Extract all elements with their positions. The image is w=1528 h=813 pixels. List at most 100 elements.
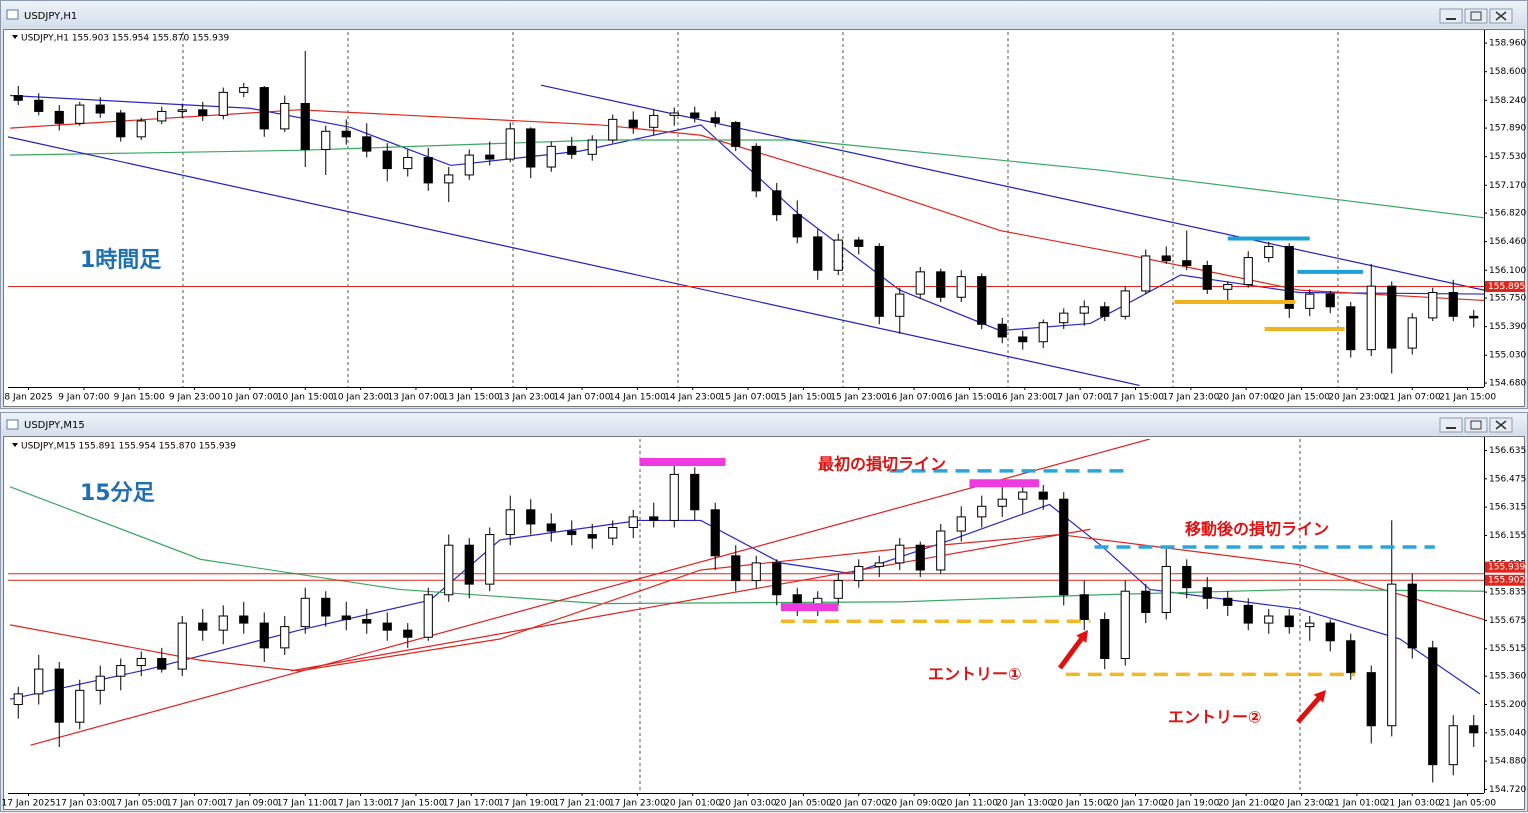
candle-body — [300, 102, 310, 151]
moving-average — [9, 533, 1484, 672]
candle-body — [833, 580, 843, 599]
candle-body — [382, 150, 392, 170]
title-bar — [1, 1, 1527, 28]
y-tick-label: 156.475 — [1489, 474, 1526, 484]
candle-body — [628, 516, 638, 529]
x-tick-label: 20 Jan 01:00 — [664, 799, 721, 809]
candle-body — [526, 509, 536, 525]
candle-body — [198, 109, 208, 116]
candle-body — [1141, 255, 1151, 292]
x-tick-label: 20 Jan 21:00 — [1218, 799, 1275, 809]
x-tick-label: 20 Jan 23:00 — [1328, 393, 1385, 403]
y-tick-label: 158.240 — [1489, 96, 1526, 106]
x-tick-label: 16 Jan 07:00 — [886, 393, 943, 403]
candle-body — [239, 615, 249, 624]
maximize-button[interactable] — [1464, 8, 1488, 24]
candle-body — [1141, 590, 1151, 613]
minimize-button[interactable] — [1439, 8, 1463, 24]
candle-body — [1182, 260, 1192, 266]
x-tick-label: 20 Jan 11:00 — [941, 799, 998, 809]
x-tick-label: 17 Jan 19:00 — [498, 799, 555, 809]
arrow-head — [1076, 630, 1088, 643]
y-tick-label: 156.155 — [1489, 531, 1526, 541]
candle-body — [1079, 306, 1089, 314]
x-tick-label: 10 Jan 15:00 — [277, 393, 334, 403]
y-tick-label: 155.360 — [1489, 672, 1526, 682]
candle-body — [772, 190, 782, 216]
x-tick-label: 21 Jan 07:00 — [1384, 393, 1441, 403]
candle-body — [567, 530, 577, 536]
candle-body — [1284, 245, 1294, 309]
trend-line — [8, 136, 1140, 386]
y-tick-label: 155.390 — [1489, 322, 1526, 332]
candle-body — [1448, 725, 1458, 766]
x-tick-label: 17 Jan 05:00 — [111, 799, 168, 809]
window-buttons[interactable] — [1439, 417, 1513, 433]
candle-body — [444, 174, 454, 184]
candle-body — [1059, 498, 1069, 596]
candle-body — [1366, 672, 1376, 727]
y-tick-label: 158.600 — [1489, 67, 1526, 77]
candle-body — [608, 527, 618, 539]
close-icon — [1495, 11, 1507, 21]
minimize-button[interactable] — [1439, 417, 1463, 433]
candle-body — [977, 505, 987, 518]
timeframe-label: 1時間足 — [80, 248, 161, 273]
x-tick-label: 17 Jan 09:00 — [221, 799, 278, 809]
candle-body — [1202, 264, 1212, 290]
candle-body — [54, 110, 64, 124]
window-buttons[interactable] — [1439, 8, 1513, 24]
candle-body — [690, 112, 700, 119]
candle-body — [321, 597, 331, 617]
candle-body — [710, 509, 720, 557]
candle-body — [690, 473, 700, 511]
candle-body — [936, 530, 946, 571]
trend-line — [30, 439, 1151, 746]
candle-body — [977, 276, 987, 325]
window-title: USDJPY,H1 — [24, 11, 77, 22]
candle-body — [936, 271, 946, 298]
candle-body — [464, 544, 474, 585]
candle-body — [54, 668, 64, 723]
candle-body — [177, 109, 187, 112]
price-tag — [1485, 281, 1525, 293]
x-tick-label: 13 Jan 07:00 — [387, 393, 444, 403]
x-tick-label: 20 Jan 15:00 — [1273, 393, 1330, 403]
plot — [8, 439, 1484, 793]
x-tick-label: 9 Jan 15:00 — [114, 393, 166, 403]
x-tick-label: 8 Jan 2025 — [4, 393, 52, 403]
candle-body — [731, 555, 741, 582]
candle-body — [485, 534, 495, 585]
y-tick-label: 158.960 — [1489, 39, 1526, 49]
candle-body — [13, 95, 23, 101]
x-tick-label: 13 Jan 15:00 — [443, 393, 500, 403]
candle-body — [649, 114, 659, 128]
candle-body — [1202, 587, 1212, 599]
candle-body — [895, 293, 905, 317]
x-tick-label: 17 Jan 23:00 — [609, 799, 666, 809]
maximize-button[interactable] — [1464, 417, 1488, 433]
x-tick-label: 10 Jan 23:00 — [332, 393, 389, 403]
x-tick-label: 20 Jan 09:00 — [886, 799, 943, 809]
x-tick-label: 17 Jan 13:00 — [332, 799, 389, 809]
candle-body — [423, 594, 433, 638]
candle-body — [997, 323, 1007, 338]
x-tick-label: 17 Jan 11:00 — [277, 799, 334, 809]
x-tick-label: 20 Jan 07:00 — [830, 799, 887, 809]
arrow-head — [1313, 690, 1326, 703]
candle-body — [1366, 285, 1376, 351]
candle-body — [1120, 590, 1130, 659]
candle-body — [1346, 640, 1356, 674]
candle-body — [362, 619, 372, 624]
candle-body — [1120, 290, 1130, 317]
annotation: エントリー② — [1168, 708, 1262, 727]
candle-body — [423, 156, 433, 184]
candle-body — [1428, 647, 1438, 766]
candle-body — [751, 145, 761, 192]
candle-body — [382, 622, 392, 631]
annotation: エントリー① — [928, 665, 1022, 684]
x-tick-label: 20 Jan 13:00 — [996, 799, 1053, 809]
x-tick-label: 16 Jan 23:00 — [996, 393, 1053, 403]
candle-body — [1100, 619, 1110, 659]
x-tick-label: 17 Jan 21:00 — [554, 799, 611, 809]
